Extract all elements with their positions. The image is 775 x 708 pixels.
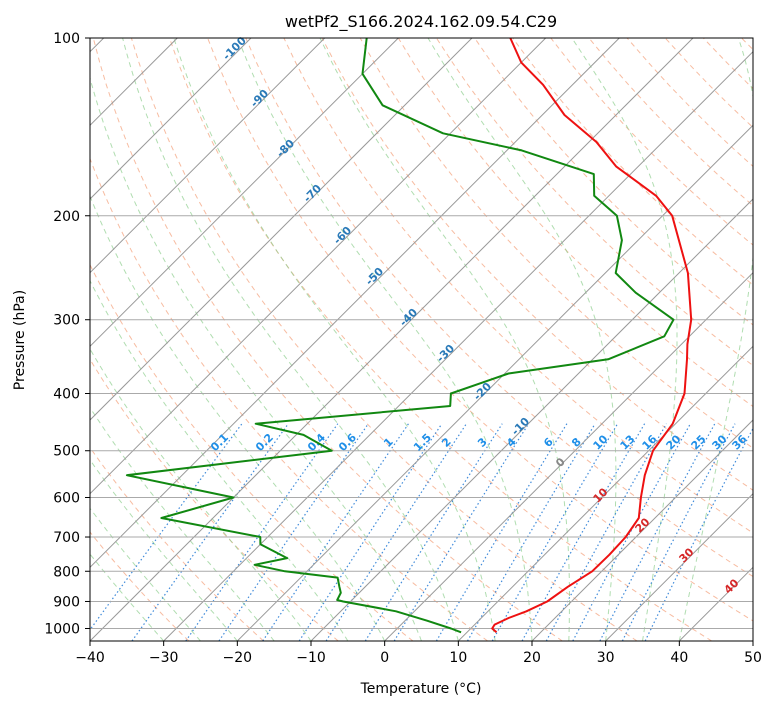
moist-adiabat-line: [90, 553, 165, 641]
mixing-ratio-line: [185, 423, 339, 641]
moist-adiabat-line: [319, 38, 570, 641]
isotherm-line: [605, 492, 753, 641]
isotherm-line: [90, 38, 252, 200]
moist-adiabat-line: [90, 194, 386, 641]
isotherm-line: [90, 38, 547, 495]
dry-adiabat-line: [90, 446, 264, 641]
isotherm-line: [90, 38, 399, 348]
y-tick-label: 200: [53, 209, 80, 225]
isotherm-line: [163, 50, 753, 641]
dry-adiabat-line: [207, 38, 753, 622]
y-axis: 1000 900 800 700 600 500 400 300 200 100: [44, 31, 90, 637]
dry-adiabat-line: [512, 38, 753, 286]
moist-adiabat-line: [427, 38, 617, 641]
dry-adiabat-line: [90, 531, 190, 641]
y-tick-label: 600: [53, 490, 80, 506]
mixing-ratio-line: [572, 423, 691, 641]
x-tick-label: 40: [670, 650, 688, 666]
isotherm-line: [531, 419, 753, 641]
plot-frame: [89, 37, 754, 642]
y-tick-label: 800: [53, 564, 80, 580]
isotherm-line: [384, 271, 753, 641]
isotherm-line: [90, 38, 620, 569]
moist-adiabat-line: [90, 507, 201, 641]
y-tick-label: 100: [53, 31, 80, 47]
dry-adiabat-line: [397, 38, 753, 408]
mixing-ratio-line: [644, 427, 753, 641]
mixing-ratio-line: [545, 423, 667, 641]
mixing-ratio-line: [131, 423, 289, 641]
dry-adiabat-line: [245, 38, 753, 578]
dry-adiabat-line: [90, 157, 488, 641]
dry-adiabat-line: [169, 38, 712, 641]
x-axis-label: Temperature (°C): [360, 681, 482, 697]
isotherm-line: [90, 38, 326, 274]
mixing-ratio-line: [435, 423, 568, 641]
x-tick-label: 20: [523, 650, 541, 666]
mixing-ratio-line: [491, 423, 619, 641]
mixing-ratio-line: [621, 423, 736, 641]
y-tick-label: 900: [53, 594, 80, 610]
x-tick-label: −10: [296, 650, 326, 666]
x-axis: −40 −30 −20 −10 0 10 20 30 40 50: [75, 641, 762, 666]
dry-adiabat-line: [130, 38, 638, 641]
isotherm-line: [90, 38, 473, 421]
y-tick-label: 400: [53, 387, 80, 403]
x-tick-label: 30: [597, 650, 615, 666]
moist-adiabat-line: [571, 38, 678, 641]
moist-adiabat-line: [90, 459, 238, 641]
mixing-ratio-line: [599, 423, 716, 641]
mixing-ratio-line: [393, 423, 530, 641]
isotherm-line: [236, 124, 753, 641]
mixing-ratio-line: [218, 423, 369, 641]
y-tick-label: 700: [53, 530, 80, 546]
y-tick-label: 1000: [44, 621, 80, 637]
moist-adiabat-line: [90, 406, 275, 641]
moist-adiabat-line: [122, 38, 459, 641]
y-axis-label: Pressure (hPa): [12, 290, 28, 390]
x-tick-label: −40: [75, 650, 105, 666]
x-tick-label: 0: [380, 650, 389, 666]
dry-adiabat-line: [92, 38, 563, 641]
moist-adiabat-line: [237, 38, 533, 641]
moist-adiabat-line: [678, 38, 753, 641]
mixing-ratio-line: [325, 423, 467, 641]
temperature-profile-line: [491, 38, 693, 634]
x-tick-label: −20: [223, 650, 253, 666]
dewpoint-profile-line: [125, 38, 675, 634]
moist-adiabat-line: [173, 38, 496, 641]
x-tick-label: −30: [149, 650, 179, 666]
dry-adiabat-line: [474, 38, 753, 326]
chart-title: wetPf2_S166.2024.162.09.54.C29: [285, 12, 557, 32]
isotherm-line: [310, 198, 753, 641]
y-tick-label: 300: [53, 313, 80, 329]
mixing-ratio-line: [521, 423, 646, 641]
sounding-profiles: [125, 38, 693, 634]
y-tick-label: 500: [53, 444, 80, 460]
dry-adiabat-line: [359, 38, 753, 449]
isotherm-line: [457, 345, 753, 641]
x-tick-label: 50: [744, 650, 762, 666]
x-tick-label: 10: [449, 650, 467, 666]
moist-adiabat-line: [90, 76, 422, 641]
